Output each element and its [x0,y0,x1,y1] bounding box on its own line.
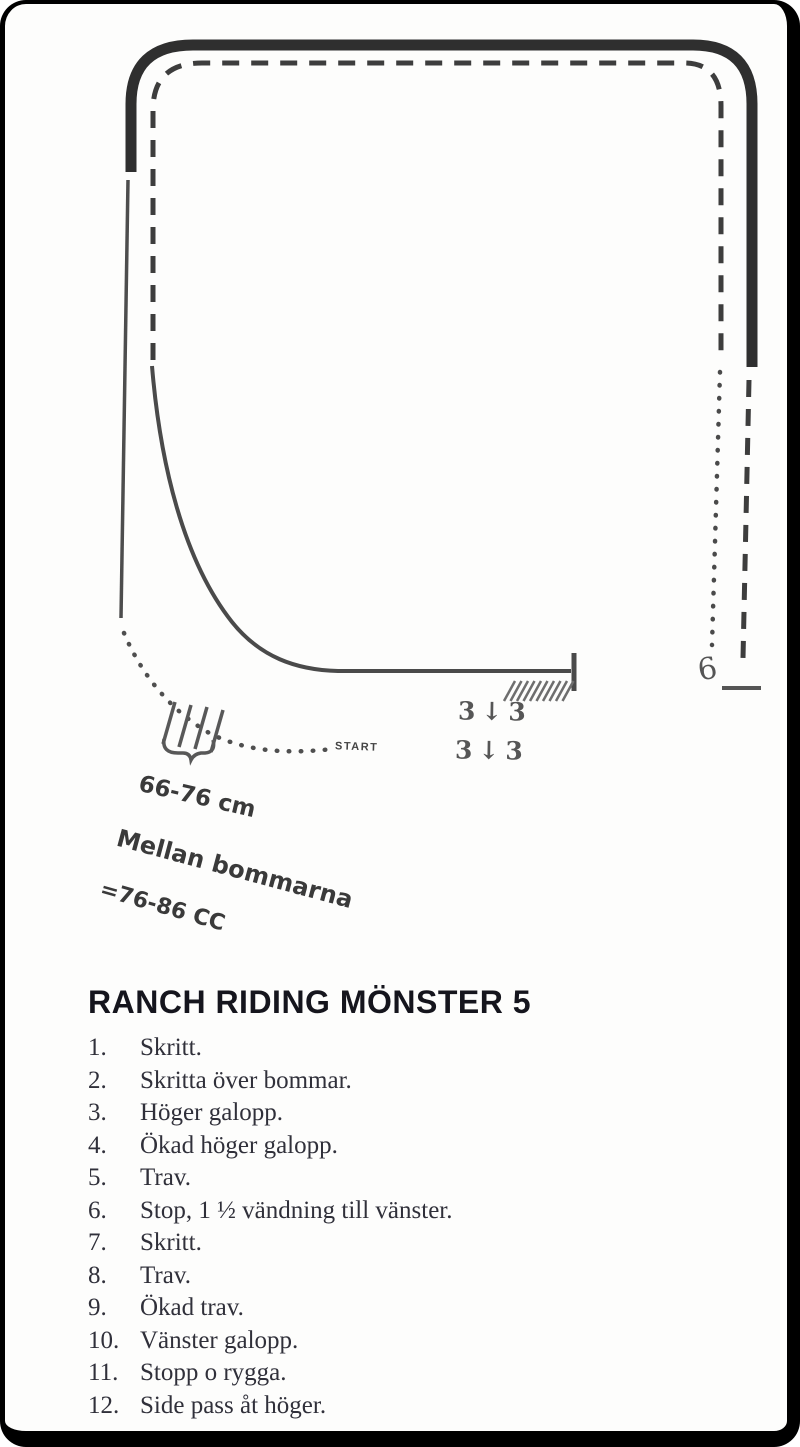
step-text: Stopp o rygga. [140,1359,287,1386]
pattern-step: 8. Trav. [88,1260,748,1293]
step-number: 6. [88,1196,107,1224]
backup-symbols-row: 3↓3 [454,735,529,766]
step-number: 1. [88,1034,107,1061]
step-number: 10. [88,1326,120,1354]
backup-symbols-row: 3↓3 [457,696,532,727]
arena-wall [125,39,758,367]
step-number: 12. [88,1391,120,1419]
step-number: 8. [88,1261,107,1289]
pattern-step: 11. Stopp o rygga. [88,1357,748,1390]
left-rail-line [119,179,130,619]
step-text: Trav. [140,1164,191,1191]
step-text: Vänster galopp. [140,1326,299,1354]
pattern-title: RANCH RIDING MÖNSTER 5 [88,984,532,1020]
pattern-description: RANCH RIDING MÖNSTER 5 1. Skritt. 2. Skr… [88,986,748,1422]
poles-brace [162,738,216,766]
step-text: Trav. [140,1261,191,1289]
step-number: 3. [88,1099,107,1126]
pattern-step: 10. Vänster galopp. [88,1325,748,1358]
step-number: 4. [88,1131,107,1159]
pattern-step: 12. Side pass åt höger. [88,1390,748,1423]
riding-path-dotted-right [709,369,723,648]
step-text: Höger galopp. [140,1099,284,1126]
pattern-step: 7. Skritt. [88,1227,748,1260]
sliding-stop-hatches [502,680,575,702]
step-number: 11. [88,1359,119,1386]
lope-path-curve [150,365,571,673]
pattern-step: 5. Trav. [88,1162,748,1195]
step-text: Ökad höger galopp. [140,1131,338,1159]
walk-path-dotted [121,630,336,754]
step-text: Skritt. [140,1229,202,1256]
step-number: 7. [88,1229,107,1256]
riding-path-dashed [150,60,724,360]
step-text: Ökad trav. [140,1294,244,1321]
start-label: START [334,740,379,754]
pattern-step: 4. Ökad höger galopp. [88,1130,748,1163]
pattern-step: 6. Stop, 1 ½ vändning till vänster. [88,1195,748,1228]
pattern-step: 2. Skritta över bommar. [88,1065,748,1098]
step-text: Skritt. [140,1034,202,1061]
pattern-step: 1. Skritt. [88,1032,748,1065]
step-text: Skritta över bommar. [140,1066,352,1094]
step-text: Side pass åt höger. [140,1391,327,1419]
pattern-step: 9. Ökad trav. [88,1292,748,1325]
pattern-step: 3. Höger galopp. [88,1097,748,1130]
step-number: 9. [88,1294,107,1321]
step-text: Stop, 1 ½ vändning till vänster. [140,1196,453,1224]
step-number: 2. [88,1066,107,1094]
step-number: 5. [88,1164,107,1191]
right-wall-dashed-extension [740,379,752,659]
